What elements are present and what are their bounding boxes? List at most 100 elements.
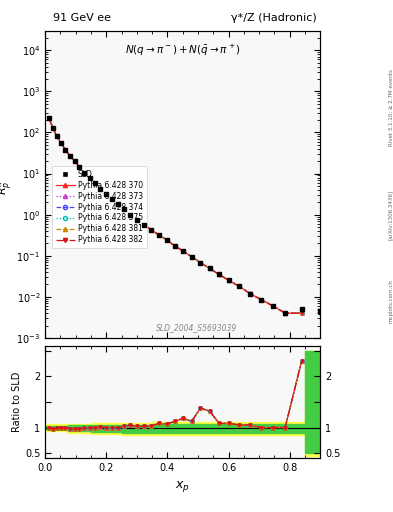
Pythia 6.428 370 bbox=[149, 227, 154, 233]
Pythia 6.428 375 bbox=[141, 222, 146, 228]
Pythia 6.428 382 bbox=[259, 296, 264, 303]
Pythia 6.428 373 bbox=[72, 158, 77, 164]
Pythia 6.428 381 bbox=[207, 265, 212, 271]
Pythia 6.428 370 bbox=[121, 206, 126, 212]
Pythia 6.428 375 bbox=[59, 140, 63, 146]
Pythia 6.428 373 bbox=[173, 243, 177, 249]
Pythia 6.428 381 bbox=[189, 253, 194, 260]
Pythia 6.428 370 bbox=[115, 201, 120, 207]
Pythia 6.428 382 bbox=[55, 134, 59, 140]
Pythia 6.428 370 bbox=[55, 134, 59, 140]
Pythia 6.428 370 bbox=[63, 146, 68, 153]
Pythia 6.428 381 bbox=[68, 153, 72, 159]
Pythia 6.428 374 bbox=[165, 237, 169, 243]
Pythia 6.428 375 bbox=[189, 253, 194, 260]
Pythia 6.428 374 bbox=[134, 217, 139, 223]
Pythia 6.428 373 bbox=[128, 211, 132, 218]
Pythia 6.428 373 bbox=[68, 153, 72, 159]
Pythia 6.428 375 bbox=[46, 115, 51, 121]
Pythia 6.428 373 bbox=[92, 180, 97, 186]
Pythia 6.428 375 bbox=[98, 185, 103, 191]
Pythia 6.428 373 bbox=[115, 201, 120, 207]
Pythia 6.428 382 bbox=[72, 158, 77, 164]
Pythia 6.428 375 bbox=[217, 271, 222, 278]
Pythia 6.428 382 bbox=[181, 248, 185, 254]
Pythia 6.428 373 bbox=[50, 125, 55, 131]
Pythia 6.428 381 bbox=[121, 206, 126, 212]
Pythia 6.428 382 bbox=[149, 227, 154, 233]
Pythia 6.428 373 bbox=[189, 253, 194, 260]
Pythia 6.428 375 bbox=[109, 196, 114, 202]
Pythia 6.428 374 bbox=[156, 232, 161, 238]
Pythia 6.428 370 bbox=[165, 237, 169, 243]
Pythia 6.428 382 bbox=[134, 217, 139, 223]
Pythia 6.428 381 bbox=[87, 175, 92, 181]
Pythia 6.428 370 bbox=[128, 211, 132, 218]
Pythia 6.428 370 bbox=[82, 169, 87, 176]
Pythia 6.428 382 bbox=[68, 153, 72, 159]
Pythia 6.428 373 bbox=[226, 278, 231, 284]
Pythia 6.428 370 bbox=[92, 180, 97, 186]
Pythia 6.428 374 bbox=[189, 253, 194, 260]
Pythia 6.428 370 bbox=[59, 140, 63, 146]
Pythia 6.428 375 bbox=[68, 153, 72, 159]
Pythia 6.428 373 bbox=[103, 191, 108, 197]
Pythia 6.428 373 bbox=[134, 217, 139, 223]
Pythia 6.428 373 bbox=[237, 283, 242, 289]
Pythia 6.428 375 bbox=[270, 303, 275, 309]
Pythia 6.428 374 bbox=[55, 134, 59, 140]
Pythia 6.428 375 bbox=[50, 125, 55, 131]
Pythia 6.428 375 bbox=[55, 134, 59, 140]
Pythia 6.428 381 bbox=[109, 196, 114, 202]
X-axis label: $x_p$: $x_p$ bbox=[175, 479, 190, 494]
Pythia 6.428 375 bbox=[87, 175, 92, 181]
Pythia 6.428 374 bbox=[283, 310, 288, 316]
Pythia 6.428 382 bbox=[109, 196, 114, 202]
Pythia 6.428 375 bbox=[121, 206, 126, 212]
Pythia 6.428 373 bbox=[121, 206, 126, 212]
Pythia 6.428 374 bbox=[217, 271, 222, 278]
Pythia 6.428 375 bbox=[165, 237, 169, 243]
Pythia 6.428 374 bbox=[82, 169, 87, 176]
Pythia 6.428 382 bbox=[226, 278, 231, 284]
Pythia 6.428 373 bbox=[259, 296, 264, 303]
Pythia 6.428 374 bbox=[226, 278, 231, 284]
Pythia 6.428 374 bbox=[46, 115, 51, 121]
Line: Pythia 6.428 370: Pythia 6.428 370 bbox=[47, 116, 303, 315]
Pythia 6.428 381 bbox=[103, 191, 108, 197]
Pythia 6.428 375 bbox=[248, 290, 252, 296]
Pythia 6.428 370 bbox=[299, 310, 304, 316]
Pythia 6.428 382 bbox=[87, 175, 92, 181]
Pythia 6.428 382 bbox=[103, 191, 108, 197]
Pythia 6.428 374 bbox=[109, 196, 114, 202]
Pythia 6.428 381 bbox=[173, 243, 177, 249]
Pythia 6.428 381 bbox=[165, 237, 169, 243]
Y-axis label: Ratio to SLD: Ratio to SLD bbox=[12, 372, 22, 432]
Pythia 6.428 382 bbox=[141, 222, 146, 228]
Pythia 6.428 382 bbox=[46, 115, 51, 121]
Pythia 6.428 375 bbox=[63, 146, 68, 153]
Pythia 6.428 370 bbox=[226, 278, 231, 284]
Pythia 6.428 374 bbox=[77, 164, 82, 170]
Pythia 6.428 375 bbox=[156, 232, 161, 238]
Pythia 6.428 374 bbox=[248, 290, 252, 296]
Pythia 6.428 381 bbox=[59, 140, 63, 146]
Pythia 6.428 374 bbox=[141, 222, 146, 228]
Pythia 6.428 381 bbox=[198, 260, 203, 266]
Pythia 6.428 382 bbox=[270, 303, 275, 309]
Pythia 6.428 370 bbox=[248, 290, 252, 296]
Pythia 6.428 381 bbox=[82, 169, 87, 176]
Pythia 6.428 382 bbox=[77, 164, 82, 170]
Pythia 6.428 373 bbox=[82, 169, 87, 176]
Pythia 6.428 374 bbox=[237, 283, 242, 289]
Pythia 6.428 370 bbox=[217, 271, 222, 278]
Pythia 6.428 382 bbox=[121, 206, 126, 212]
Pythia 6.428 382 bbox=[173, 243, 177, 249]
Pythia 6.428 382 bbox=[248, 290, 252, 296]
Pythia 6.428 381 bbox=[217, 271, 222, 278]
Pythia 6.428 373 bbox=[156, 232, 161, 238]
Pythia 6.428 375 bbox=[259, 296, 264, 303]
Pythia 6.428 375 bbox=[82, 169, 87, 176]
Text: $N(q \rightarrow \pi^-)+N(\bar{q} \rightarrow \pi^+)$: $N(q \rightarrow \pi^-)+N(\bar{q} \right… bbox=[125, 43, 241, 58]
Pythia 6.428 370 bbox=[68, 153, 72, 159]
